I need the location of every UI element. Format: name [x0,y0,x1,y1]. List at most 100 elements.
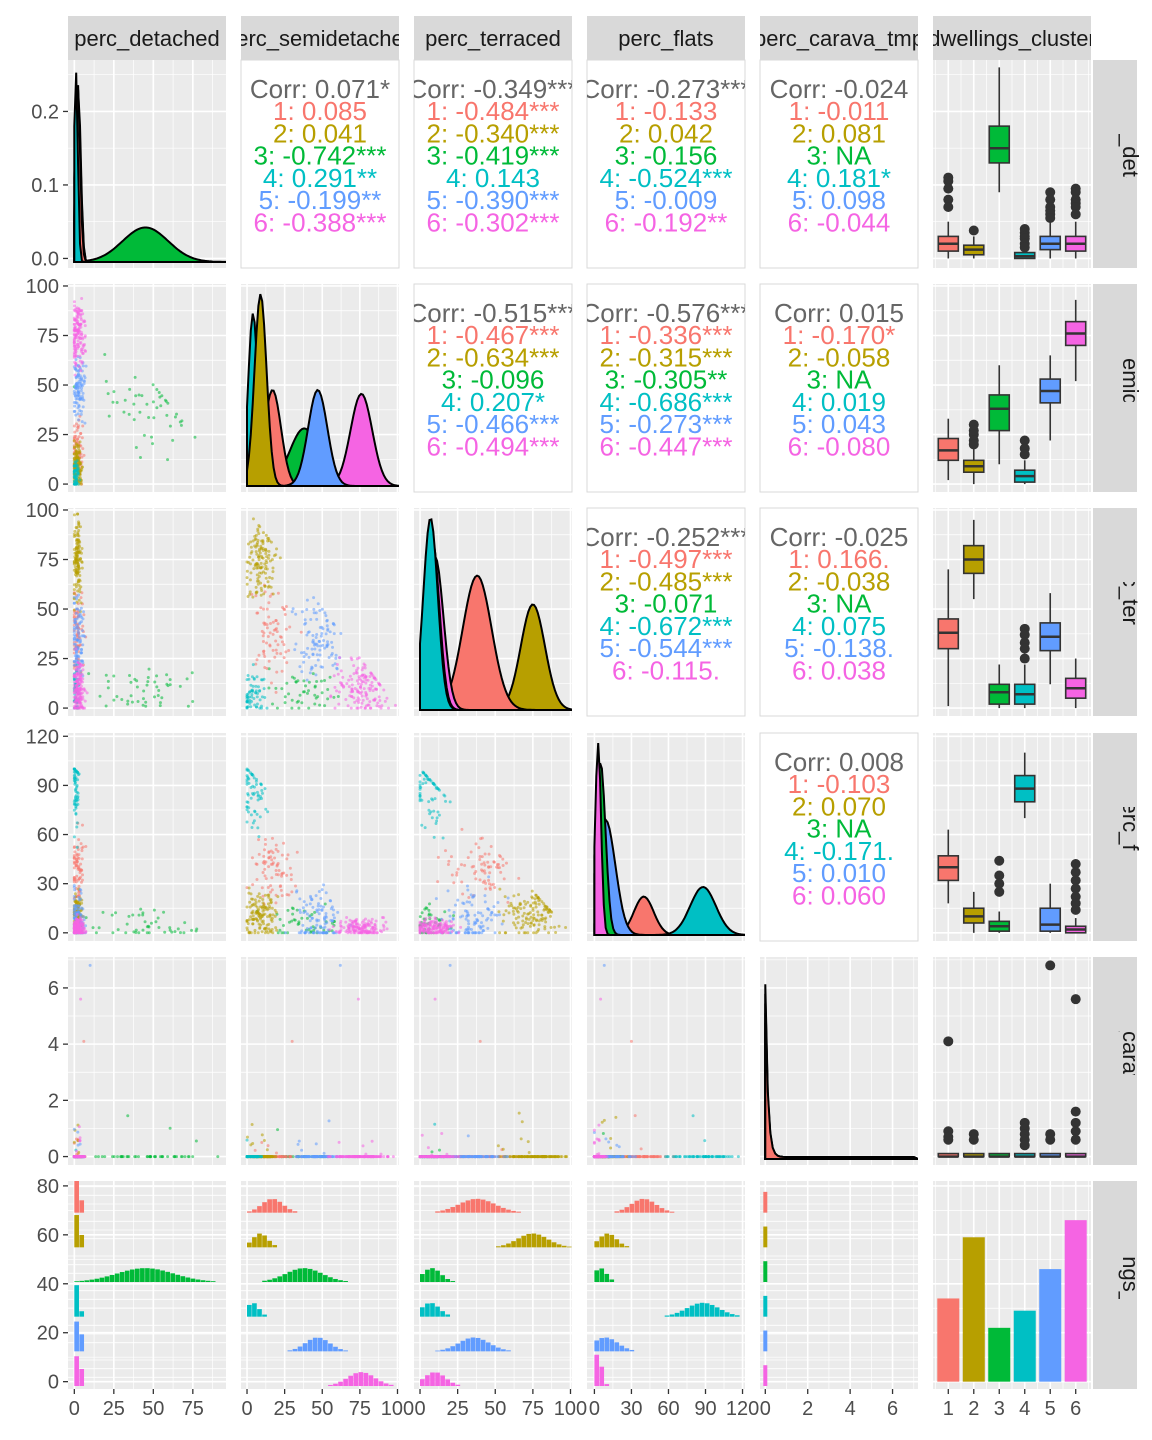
scatter-point [527,1150,531,1154]
corr-cluster-1: 1: -0.103 [788,769,891,799]
scatter-point [126,699,130,703]
scatter-point [75,690,79,694]
scatter-point [266,580,270,584]
scatter-point [256,919,260,923]
scatter-point [75,538,79,542]
scatter-point [444,929,448,933]
scatter-point [320,888,324,892]
scatter-point [317,902,321,906]
scatter-point [268,631,272,635]
scatter-point [540,900,544,904]
scatter-point [353,687,357,691]
scatter-point [77,446,81,450]
scatter-point [73,336,77,340]
scatter-point [78,928,82,932]
scatter-point [480,931,484,935]
scatter-point [334,656,338,660]
scatter-point [263,584,267,588]
scatter-point [80,823,84,827]
scatter-point [324,931,328,935]
scatter-point [80,560,84,564]
scatter-point [248,905,252,909]
scatter-point [257,555,261,559]
scatter-point [370,684,374,688]
scatter-point [521,923,525,927]
scatter-point [375,1155,379,1159]
col-strip-perc_detached [68,16,226,60]
scatter-point [78,312,82,316]
scatter-point [268,643,272,647]
scatter-point [544,920,548,924]
scatter-point [72,638,76,642]
scatter-point [353,931,357,935]
scatter-point [320,607,324,611]
panel-perc_carava_tmp-dwellings_cluster [933,957,1091,1165]
scatter-point [393,703,397,707]
scatter-point [157,390,161,394]
scatter-point [73,618,77,622]
scatter-point [112,674,116,678]
scatter-point [283,608,287,612]
scatter-point [266,810,270,814]
scatter-point [308,914,312,918]
scatter-point [527,912,531,916]
scatter-point [506,896,510,900]
scatter-point [77,404,81,408]
scatter-point [444,799,448,803]
scatter-point [111,931,115,935]
scatter-point [255,590,259,594]
scatter-point [362,687,366,691]
scatter-point [252,697,256,701]
scatter-point [441,836,445,840]
scatter-point [254,533,258,537]
scatter-point [84,364,88,368]
scatter-point [258,913,262,917]
scatter-point [247,886,251,890]
scatter-point [285,873,289,877]
scatter-point [72,439,76,443]
scatter-point [278,885,282,889]
scatter-point [362,662,366,666]
scatter-point [308,671,312,675]
scatter-point [262,652,266,656]
scatter-point [319,665,323,669]
scatter-point [269,901,273,905]
scatter-point [81,706,85,710]
scatter-point [371,926,375,930]
scatter-point [290,919,294,923]
scatter-point [76,512,80,516]
scatter-point [375,931,379,935]
scatter-point [495,913,499,917]
scatter-point [354,671,358,675]
scatter-point [96,1155,100,1159]
scatter-point [82,613,86,617]
scatter-point [481,924,485,928]
scatter-point [72,595,76,599]
scatter-point [478,878,482,882]
scatter-point [74,525,78,529]
scatter-point [116,1155,120,1159]
scatter-point [385,927,389,931]
scatter-point [252,785,256,789]
scatter-point [285,893,289,897]
scatter-point [74,413,78,417]
corr-cluster-5: 5: 0.098 [792,185,886,215]
scatter-point [128,673,132,677]
scatter-point [80,386,84,390]
scatter-point [443,910,447,914]
scatter-point [359,705,363,709]
scatter-perc_flats-perc_terraced [418,770,568,935]
scatter-point [367,919,371,923]
scatter-point [497,863,501,867]
scatter-point [498,887,502,891]
scatter-point [146,1155,150,1159]
scatter-point [307,706,311,710]
scatter-point [76,342,80,346]
scatter-point [294,642,298,646]
scatter-point [550,1155,554,1159]
scatter-point [293,648,297,652]
scatter-point [75,913,79,917]
scatter-point [272,554,276,558]
scatter-point [76,393,80,397]
